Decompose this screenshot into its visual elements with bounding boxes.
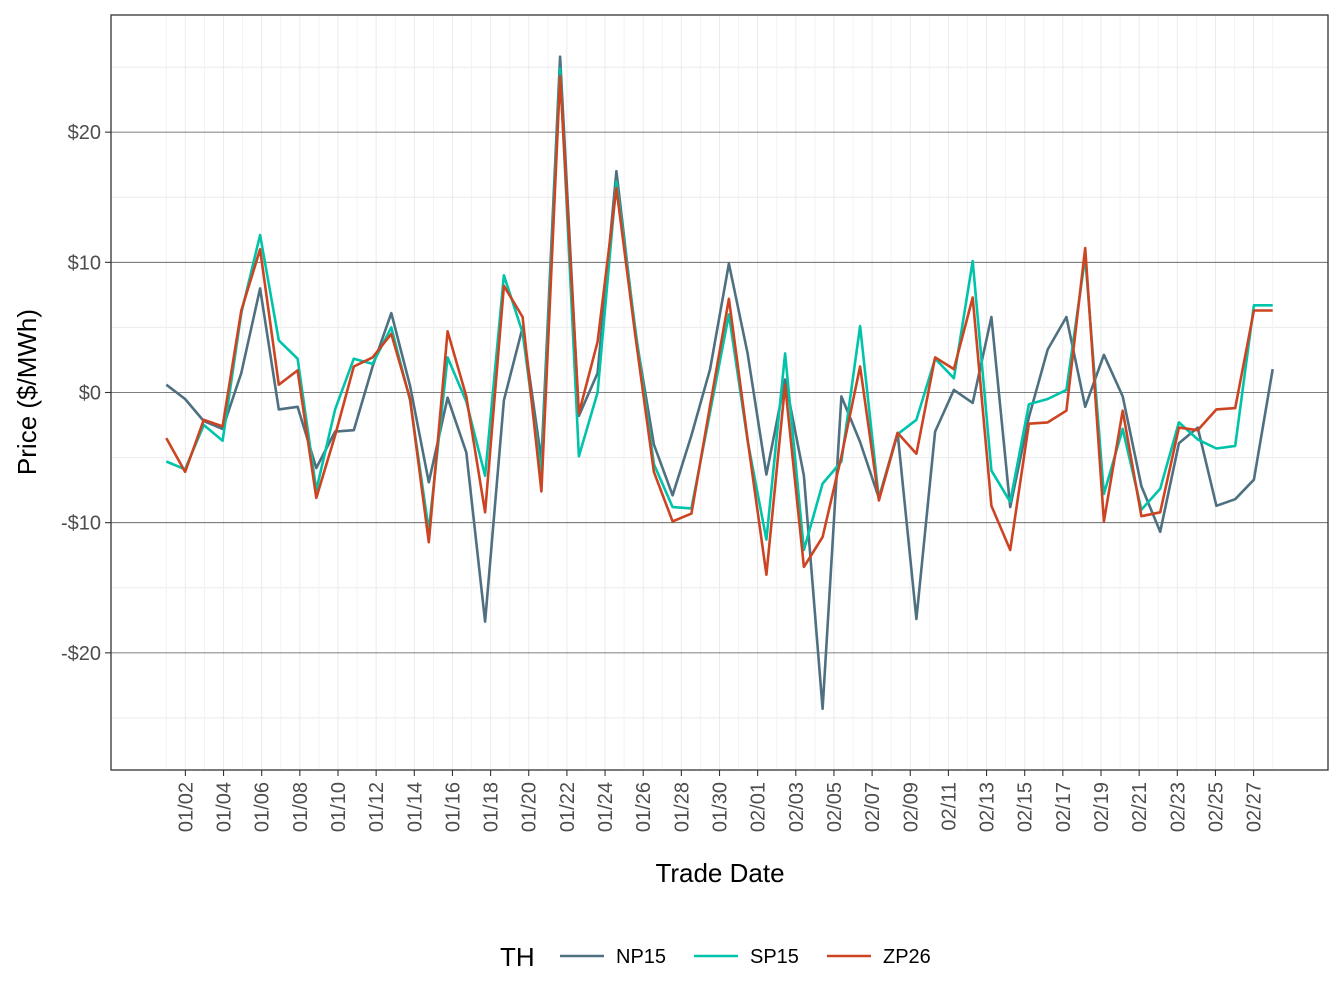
legend-label-np15: NP15 bbox=[616, 946, 666, 968]
series-lines bbox=[165, 55, 1274, 711]
x-tick-label: 02/07 bbox=[862, 782, 884, 832]
legend-label-zp26: ZP26 bbox=[883, 946, 931, 968]
x-tick-label: 02/15 bbox=[1015, 782, 1037, 832]
x-tick-label: 01/04 bbox=[214, 782, 236, 832]
x-tick-label: 02/19 bbox=[1091, 782, 1113, 832]
legend-label-sp15: SP15 bbox=[750, 946, 799, 968]
y-tick-label: -$20 bbox=[61, 643, 101, 665]
y-tick-label: $20 bbox=[68, 122, 101, 144]
x-tick-label: 02/23 bbox=[1167, 782, 1189, 832]
x-tick-label: 02/09 bbox=[900, 782, 922, 832]
x-tick-label: 02/11 bbox=[938, 782, 960, 831]
y-axis: -$20 -$10 $0 $10 $20 bbox=[61, 122, 111, 665]
x-tick-label: 01/20 bbox=[519, 782, 541, 832]
x-tick-label: 01/30 bbox=[710, 782, 732, 832]
y-tick-label: $0 bbox=[79, 383, 101, 405]
x-tick-label: 02/13 bbox=[977, 782, 999, 832]
x-tick-label: 02/21 bbox=[1129, 782, 1151, 832]
x-tick-label: 01/12 bbox=[366, 782, 388, 832]
x-tick-label: 01/24 bbox=[595, 782, 617, 832]
x-axis: 01/02 01/04 01/06 01/08 01/10 01/12 01/14 01/16… bbox=[175, 770, 1266, 832]
x-axis-title: Trade Date bbox=[655, 858, 784, 888]
x-tick-label: 01/22 bbox=[557, 782, 579, 832]
x-tick-label: 02/17 bbox=[1053, 782, 1075, 832]
x-tick-label: 01/10 bbox=[328, 782, 350, 832]
y-tick-label: -$10 bbox=[61, 513, 101, 535]
x-tick-label: 01/08 bbox=[290, 782, 312, 832]
x-tick-label: 01/16 bbox=[442, 782, 464, 832]
x-tick-label: 02/03 bbox=[786, 782, 808, 832]
x-tick-label: 01/06 bbox=[252, 782, 274, 832]
x-tick-label: 01/18 bbox=[481, 782, 503, 832]
x-tick-label: 01/02 bbox=[175, 782, 197, 832]
x-tick-label: 01/28 bbox=[671, 782, 693, 832]
x-tick-label: 02/01 bbox=[748, 782, 770, 832]
y-tick-label: $10 bbox=[68, 252, 101, 274]
legend-title: TH bbox=[500, 942, 535, 972]
x-tick-label: 02/25 bbox=[1205, 782, 1227, 832]
legend: TH NP15 SP15 ZP26 bbox=[500, 942, 931, 972]
x-tick-label: 02/05 bbox=[824, 782, 846, 832]
series-line-np15 bbox=[165, 55, 1274, 711]
x-tick-label: 02/27 bbox=[1244, 782, 1266, 832]
y-axis-title: Price ($/MWh) bbox=[12, 309, 42, 475]
x-tick-label: 01/14 bbox=[404, 782, 426, 832]
x-tick-label: 01/26 bbox=[633, 782, 655, 832]
grid-major bbox=[111, 131, 1328, 654]
series-line-zp26 bbox=[165, 74, 1273, 577]
